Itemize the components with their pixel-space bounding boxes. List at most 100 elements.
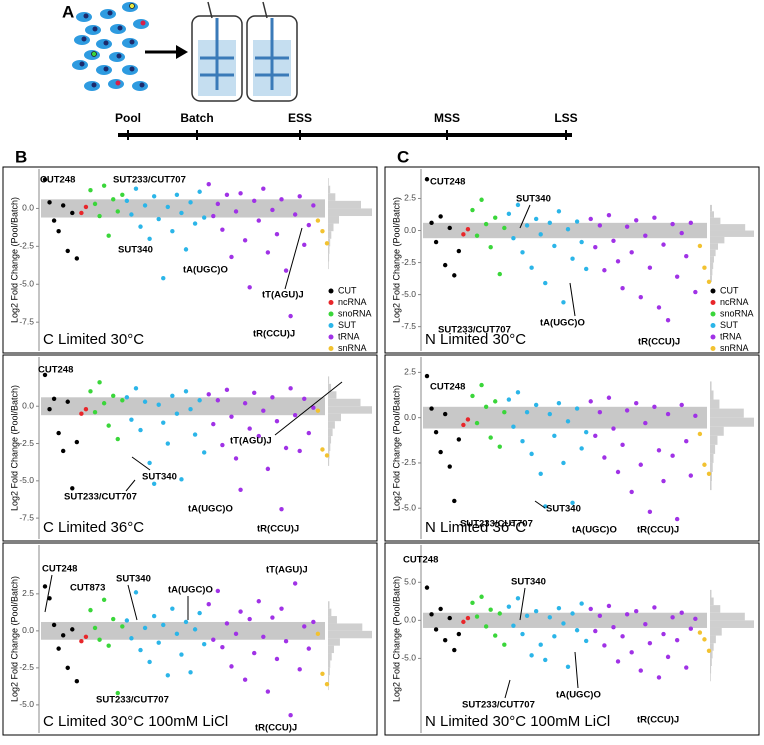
panel-letter: A [62,2,74,21]
point [665,318,671,323]
histogram-bar [710,471,712,482]
histogram-bar [710,390,714,400]
point [447,615,452,621]
histogram-bar [328,216,339,224]
point [602,455,607,460]
point [570,256,575,261]
point [238,191,243,196]
point [47,407,52,412]
point [274,656,280,662]
y-tick-label: 0.0 [404,615,416,625]
point [51,622,57,628]
annotation-leader [574,651,579,689]
point [302,396,307,401]
annotation-leader [284,227,303,290]
y-tick-label: -2.5 [19,438,34,448]
histogram-bar [710,381,712,391]
point [120,192,125,197]
histogram-bar [328,406,372,414]
annotation-leader [131,456,151,471]
annotation: SUT340 [516,194,551,205]
point [465,227,471,232]
point [511,623,516,628]
point [693,616,698,622]
point [274,418,280,424]
point [306,430,312,436]
point [270,395,275,400]
point [79,210,84,216]
point [56,228,61,234]
point [493,399,498,404]
point [452,498,457,504]
point [288,313,293,319]
point [538,471,543,477]
point [101,183,107,188]
point [265,250,271,255]
point [311,619,316,625]
panel-letter: C [397,147,409,166]
point [252,650,257,656]
point [465,615,471,621]
point [647,509,653,515]
point [556,209,562,214]
point [533,216,539,222]
point [229,254,234,260]
point [256,433,261,439]
point [602,643,607,648]
point [597,613,603,618]
histogram-bar [328,421,335,429]
point [615,469,621,475]
point [151,481,157,487]
point [515,202,521,208]
y-tick-label: 5.0 [404,577,416,587]
panel-letter: B [15,147,27,166]
point [593,244,598,250]
legend-label: CUT [720,285,739,295]
point [565,664,571,669]
y-tick-label: 2.5 [404,193,416,203]
point [238,609,243,614]
point [120,624,125,629]
point [429,220,434,226]
cells [72,2,149,91]
point [561,621,566,626]
histogram-bar [328,623,363,631]
point [606,603,612,609]
point [643,420,648,426]
panel-title: C Limited 30°C [43,331,144,348]
point [270,615,275,620]
point [288,713,293,718]
y-tick-label: 0.0 [22,203,34,213]
point [679,610,684,615]
histogram-bar [328,223,334,232]
point [83,634,89,639]
point [188,670,193,675]
panel-title: C Limited 36°C [43,519,144,536]
point [702,462,707,467]
point [211,213,216,219]
point [670,615,675,620]
point [606,212,612,218]
point [497,611,502,616]
point [565,227,571,232]
point [611,426,616,431]
point [638,668,643,673]
annotation: tA(UGC)O [556,690,601,701]
panel-frame [384,354,760,542]
point [684,439,689,444]
point [520,631,525,637]
point [306,222,312,228]
point [533,609,539,614]
point [188,200,193,205]
point [88,188,93,193]
point [142,203,148,208]
point [111,616,116,622]
histogram-bar [710,256,714,263]
histogram-bar [710,635,716,644]
annotation: tR(CCU)J [638,337,680,348]
panel-title: N Limited 30°C [425,331,526,348]
legend-label: tRNA [720,331,742,341]
point [156,640,161,645]
point [324,681,330,687]
